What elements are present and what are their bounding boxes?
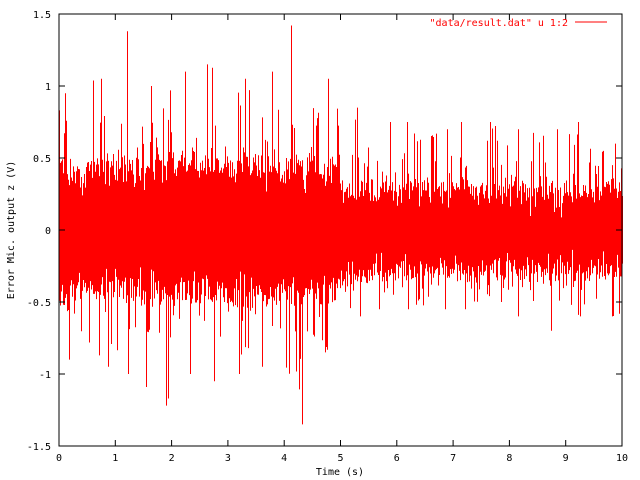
legend-entry-label: "data/result.dat" u 1:2 — [430, 18, 568, 29]
legend: "data/result.dat" u 1:2 — [430, 18, 607, 29]
y-tick-label: 0.5 — [33, 154, 51, 165]
x-tick-label: 9 — [563, 453, 569, 464]
y-tick-label: -1 — [39, 370, 51, 381]
signal-series — [59, 25, 623, 425]
x-tick-label: 4 — [281, 453, 287, 464]
x-tick-label: 5 — [337, 453, 343, 464]
y-tick-label: 0 — [45, 226, 51, 237]
x-tick-label: 1 — [112, 453, 118, 464]
x-tick-label: 2 — [169, 453, 175, 464]
x-tick-label: 6 — [394, 453, 400, 464]
x-tick-label: 8 — [506, 453, 512, 464]
x-tick-labels: 0 1 2 3 4 5 6 7 8 9 10 — [56, 453, 628, 464]
axis-ticks — [58, 13, 623, 447]
y-tick-label: 1.5 — [33, 10, 51, 21]
x-tick-label: 3 — [225, 453, 231, 464]
y-tick-label: -0.5 — [27, 298, 51, 309]
x-axis-label: Time (s) — [316, 467, 364, 478]
x-tick-label: 7 — [450, 453, 456, 464]
x-tick-label: 10 — [616, 453, 628, 464]
x-tick-label: 0 — [56, 453, 62, 464]
y-tick-label: -1.5 — [27, 442, 51, 453]
y-axis-label: Error Mic. output z (V) — [6, 161, 17, 299]
y-tick-labels: -1.5 -1 -0.5 0 0.5 1 1.5 — [27, 10, 51, 453]
y-tick-label: 1 — [45, 82, 51, 93]
